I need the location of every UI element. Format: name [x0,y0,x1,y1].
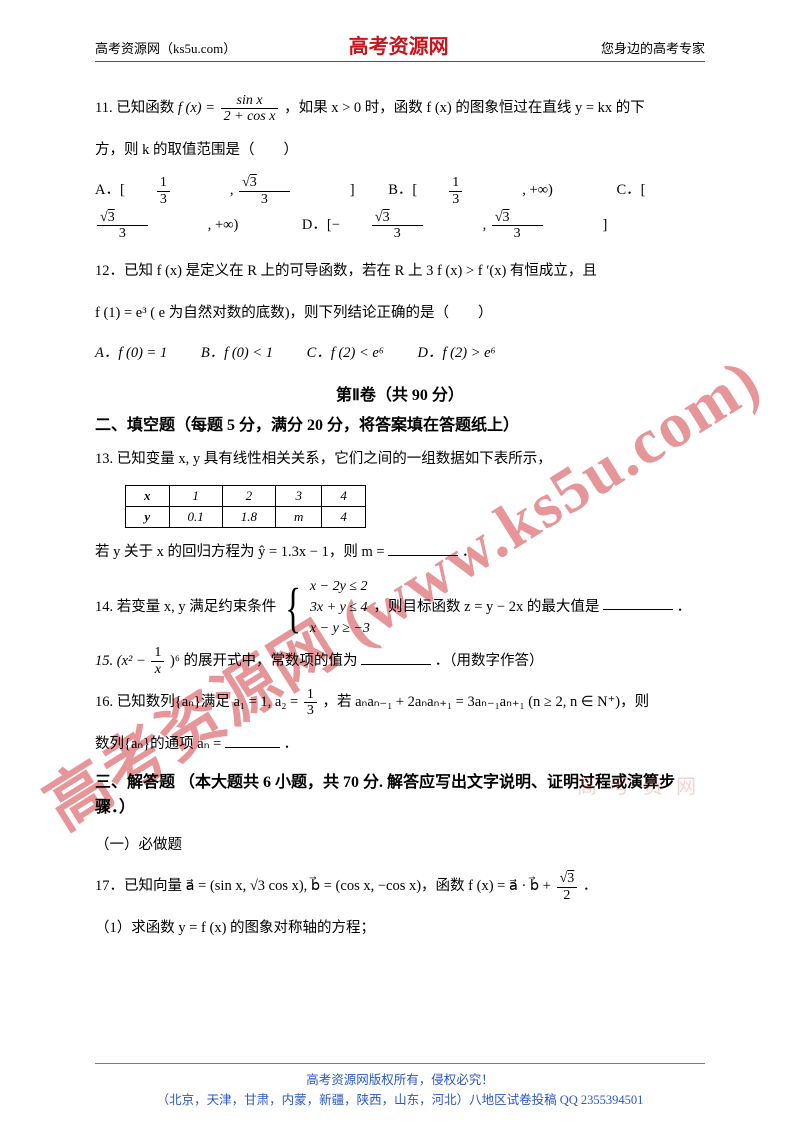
q15-pre: 15. (x² − [95,653,149,669]
q15-blank [361,650,431,664]
q14-c1: x − 2y ≤ 2 [310,579,368,594]
q11-opt-A: A．[13, √33] [95,182,358,198]
ghost-stamp: 高 考 资 网 [577,770,700,799]
q16-l2-pre: 数列{aₙ}的通项 aₙ = [95,736,225,752]
question-11: 11. 已知函数 f (x) = sin x 2 + cos x ，如果 x >… [95,90,705,128]
page-content: 高考资源网（ks5u.com） 高考资源网 您身边的高考专家 11. 已知函数 … [0,0,800,972]
q13-l2-suf: ． [462,544,477,560]
footer-l2: （北京，天津，甘肃，内蒙，新疆，陕西，山东，河北）八地区试卷投稿 QQ 2355… [157,1093,644,1107]
q13-blank [388,542,458,556]
q12-opt-B: B．f (0) < 1 [201,345,273,361]
table-row: y 0.1 1.8 m 4 [126,506,366,527]
section-3-note: （一）必做题 [95,827,705,865]
q11-frac-num: sin x [221,93,279,109]
question-17-sub1: （1）求函数 y = f (x) 的图象对称轴的方程； [95,910,705,948]
question-13-l2: 若 y 关于 x 的回归方程为 ŷ = 1.3x − 1，则 m = ． [95,534,705,572]
question-12-l1: 12．已知 f (x) 是定义在 R 上的可导函数，若在 R 上 3 f (x)… [95,253,705,291]
question-16: 16. 已知数列{aₙ}满足 a₁ = 1, a₂ = 13 ，若 aₙaₙ₋₁… [95,684,705,722]
q17-suf: ． [583,878,598,894]
q11-D-f2d: 3 [492,226,543,241]
q16-fnum: 1 [304,687,317,703]
q11-mid1: ，如果 x > 0 时，函数 f (x) 的图象恒过在直线 y = kx 的下 [284,100,645,116]
brace-icon: { [285,580,301,635]
q11-B-f1n: 1 [449,175,462,191]
question-14: 14. 若变量 x, y 满足约束条件 { x − 2y ≤ 2 3x + y … [95,576,705,639]
q11-opt-D: D．[−√33, √33] [302,217,607,233]
q13-th-x: x [126,485,170,506]
q11-A-pre: A．[ [95,182,125,198]
q16-fden: 3 [304,703,317,718]
q11-D-f2n: 3 [503,210,510,225]
q15-suf: ．（用数字作答） [435,653,544,669]
footer-l1: 高考资源网版权所有，侵权必究！ [306,1073,494,1087]
q11-line2: 方，则 k 的取值范围是（ ） [95,132,705,170]
section-2-title: 第Ⅱ卷（共 90 分） [95,381,705,405]
q13-y2: m [276,506,322,527]
q15-post: )⁶ 的展开式中，常数项的值为 [170,653,358,669]
q13-table: x 1 2 3 4 y 0.1 1.8 m 4 [125,485,366,528]
q11-A-f2d: 3 [239,192,290,207]
q14-post: ，则目标函数 z = y − 2x 的最大值是 [374,598,600,614]
q11-B-f1d: 3 [449,192,462,207]
q11-C-pre: C．[ [616,182,645,198]
q11-fx: f (x) = [178,100,219,116]
question-17: 17．已知向量 a⃗ = (sin x, √3 cos x), b⃗ = (co… [95,868,705,906]
q13-y1: 1.8 [222,506,275,527]
section-2-sub: 二、填空题（每题 5 分，满分 20 分，将答案填在答题纸上） [95,411,705,435]
header-left: 高考资源网（ks5u.com） [95,38,236,57]
q13-th-y: y [126,506,170,527]
q13-x0: 1 [169,485,222,506]
q14-blank [603,596,673,610]
q11-B-pre: B．[ [388,182,417,198]
q11-options: A．[13, √33] B．[13, +∞) C．[√33, +∞) D．[−√… [95,173,705,243]
q13-x1: 2 [222,485,275,506]
q12-options: A．f (0) = 1 B．f (0) < 1 C．f (2) < e⁶ D．f… [95,336,705,371]
page-footer: 高考资源网版权所有，侵权必究！ （北京，天津，甘肃，内蒙，新疆，陕西，山东，河北… [95,1063,705,1110]
q12-opt-C: C．f (2) < e⁶ [307,345,384,361]
q11-A-f2n: 3 [250,175,257,190]
q13-x2: 3 [276,485,322,506]
q12-opt-D: D．f (2) > e⁶ [418,345,496,361]
q14-constraints: x − 2y ≤ 2 3x + y ≤ 4 x − y ≥ −3 [310,576,370,639]
q11-C-f1n: 3 [108,210,115,225]
question-15: 15. (x² − 1x )⁶ 的展开式中，常数项的值为 ．（用数字作答） [95,643,705,681]
q11-opt-B: B．[13, +∞) [388,182,586,198]
header-brand: 高考资源网 [349,30,449,59]
q13-y3: 4 [322,506,366,527]
q16-mid: ，若 aₙaₙ₋₁ + 2aₙaₙ₊₁ = 3aₙ₋₁aₙ₊₁ (n ≥ 2, … [322,694,649,710]
q11-C-f1d: 3 [97,226,148,241]
q17-fnum: 3 [567,871,574,886]
q13-l2-pre: 若 y 关于 x 的回归方程为 ŷ = 1.3x − 1，则 m = [95,544,388,560]
q11-frac: sin x 2 + cos x [221,93,279,125]
q14-pre: 14. 若变量 x, y 满足约束条件 [95,598,280,614]
q11-A-f1d: 3 [157,192,170,207]
q11-A-f1n: 1 [157,175,170,191]
q11-D-f1n: 3 [383,210,390,225]
page-header: 高考资源网（ks5u.com） 高考资源网 您身边的高考专家 [95,30,705,62]
q16-l2-suf: ． [284,736,299,752]
q15-fnum: 1 [151,645,164,661]
q11-frac-den: 2 + cos x [221,109,279,124]
q11-prefix: 11. 已知函数 [95,100,178,116]
header-right: 您身边的高考专家 [601,38,705,57]
q14-c2: 3x + y ≤ 4 [310,600,368,615]
question-12-l2: f (1) = e³ ( e 为自然对数的底数)，则下列结论正确的是（ ） [95,295,705,333]
q16-blank [225,734,280,748]
question-16-l2: 数列{aₙ}的通项 aₙ = ． [95,726,705,764]
q11-C-suf: , +∞) [208,217,239,233]
q13-y0: 0.1 [169,506,222,527]
q11-B-suf: , +∞) [522,182,553,198]
q12-opt-A: A．f (0) = 1 [95,345,167,361]
q14-suf: ． [677,598,692,614]
q14-c3: x − y ≥ −3 [310,621,370,636]
q17-pre: 17．已知向量 a⃗ = (sin x, √3 cos x), b⃗ = (co… [95,878,555,894]
q15-fden: x [151,662,164,677]
q13-x3: 4 [322,485,366,506]
q17-fden: 2 [557,888,578,903]
q16-pre: 16. 已知数列{aₙ}满足 a₁ = 1, a₂ = [95,694,302,710]
table-row: x 1 2 3 4 [126,485,366,506]
question-13-l1: 13. 已知变量 x, y 具有线性相关关系，它们之间的一组数据如下表所示， [95,441,705,479]
q11-D-f1d: 3 [372,226,423,241]
q11-D-pre: D．[− [302,217,340,233]
